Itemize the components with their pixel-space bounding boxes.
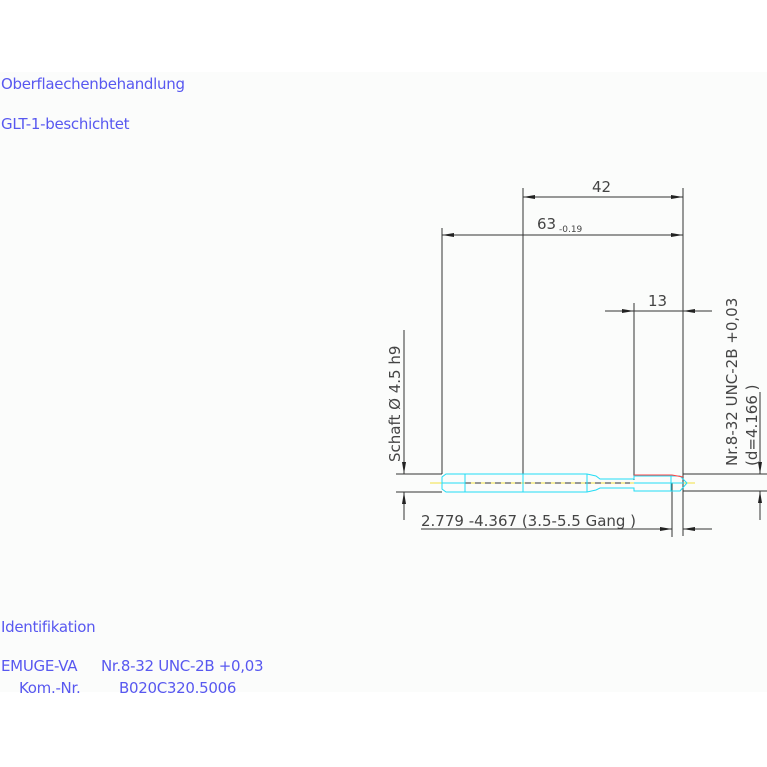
dim-13-text: 13 (648, 292, 667, 310)
thread-diameter-text: (d=4.166 ) (743, 384, 761, 466)
surface-treatment-label: Oberflaechenbehandlung (1, 75, 185, 93)
thread-spec-text: Nr.8-32 UNC-2B +0,03 (723, 298, 741, 466)
dim-63-text: 63 (537, 215, 556, 233)
tap-tool-outline (430, 473, 695, 493)
chamfer-note-text: 2.779 -4.367 (3.5-5.5 Gang ) (421, 512, 636, 530)
drawing-sheet (0, 72, 767, 692)
kom-nr-label: Kom.-Nr. (19, 679, 80, 697)
identification-brand: EMUGE-VA (1, 657, 78, 675)
identification-label: Identifikation (1, 618, 95, 636)
dim-42-text: 42 (592, 178, 611, 196)
identification-spec: Nr.8-32 UNC-2B +0,03 (101, 657, 263, 675)
kom-nr-value: B020C320.5006 (119, 679, 236, 697)
extension-lines (396, 188, 767, 537)
dim-63-tolerance: -0.19 (559, 225, 583, 235)
thread-marking (634, 474, 684, 478)
surface-treatment-value: GLT-1-beschichtet (1, 115, 130, 133)
shank-diameter-text: Schaft Ø 4.5 h9 (386, 346, 404, 462)
